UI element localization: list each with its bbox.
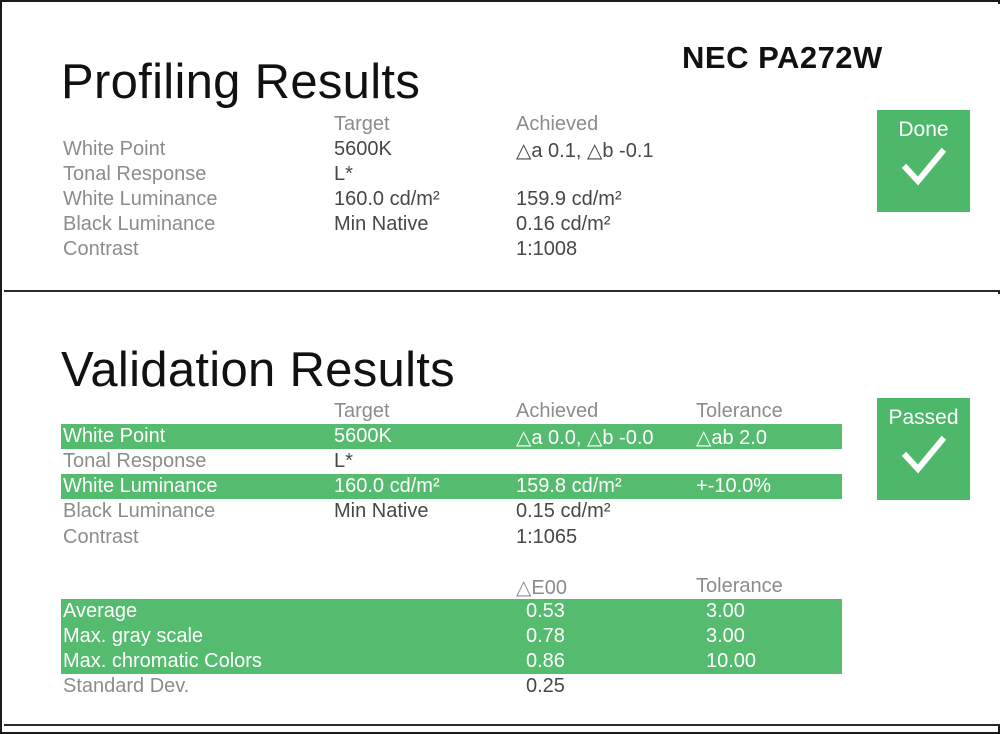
delta-row-max-gray-scale: Max. gray scale 0.78 3.00 bbox=[61, 624, 842, 649]
row-target: 5600K bbox=[334, 425, 392, 447]
row-achieved: 0.16 cd/m² bbox=[516, 213, 611, 235]
done-status-badge: Done bbox=[877, 110, 970, 212]
monitor-model: NEC PA272W bbox=[682, 40, 883, 75]
row-label: White Luminance bbox=[63, 475, 218, 497]
row-label: White Point bbox=[63, 138, 166, 160]
row-achieved: 159.9 cd/m² bbox=[516, 188, 622, 210]
row-label: Tonal Response bbox=[63, 450, 207, 472]
validation-panel: Validation Results Passed Target Achieve… bbox=[4, 294, 1000, 726]
row-label: Contrast bbox=[63, 238, 139, 260]
row-target: 160.0 cd/m² bbox=[334, 475, 440, 497]
row-label: Tonal Response bbox=[63, 163, 207, 185]
row-label: Average bbox=[63, 600, 138, 622]
profiling-row-white-luminance: White Luminance 160.0 cd/m² 159.9 cd/m² bbox=[61, 187, 842, 212]
profiling-header-row: Target Achieved bbox=[61, 112, 842, 137]
check-icon bbox=[901, 147, 946, 186]
row-delta-e: 0.78 bbox=[526, 625, 565, 647]
row-delta-e: 0.25 bbox=[526, 675, 565, 697]
profiling-title: Profiling Results bbox=[61, 55, 421, 109]
row-tolerance: 3.00 bbox=[706, 625, 745, 647]
row-label: White Luminance bbox=[63, 188, 218, 210]
row-achieved: 1:1065 bbox=[516, 526, 578, 548]
delta-row-max-chromatic-colors: Max. chromatic Colors 0.86 10.00 bbox=[61, 649, 842, 674]
profiling-panel: Profiling Results NEC PA272W Done Target… bbox=[4, 4, 1000, 292]
tolerance-header: Tolerance bbox=[696, 400, 783, 422]
row-target: 160.0 cd/m² bbox=[334, 188, 440, 210]
validation-title: Validation Results bbox=[61, 343, 455, 397]
passed-label: Passed bbox=[888, 406, 959, 429]
passed-status-badge: Passed bbox=[877, 398, 970, 500]
validation-row-white-point: White Point 5600K △a 0.0, △b -0.0 △ab 2.… bbox=[61, 424, 842, 449]
validation-header-row: Target Achieved Tolerance bbox=[61, 399, 842, 424]
row-tolerance: 3.00 bbox=[706, 600, 745, 622]
row-achieved: 1:1008 bbox=[516, 238, 578, 260]
delta-header-row: △E00 Tolerance bbox=[61, 574, 842, 599]
profiling-row-tonal-response: Tonal Response L* bbox=[61, 162, 842, 187]
achieved-header: Achieved bbox=[516, 113, 599, 135]
row-label: Max. gray scale bbox=[63, 625, 204, 647]
row-delta-e: 0.53 bbox=[526, 600, 565, 622]
validation-row-tonal-response: Tonal Response L* bbox=[61, 449, 842, 474]
row-label: Max. chromatic Colors bbox=[63, 650, 262, 672]
row-tolerance: △ab 2.0 bbox=[696, 427, 767, 449]
row-target: L* bbox=[334, 163, 353, 185]
done-label: Done bbox=[898, 118, 949, 141]
row-delta-e: 0.86 bbox=[526, 650, 565, 672]
profiling-row-contrast: Contrast 1:1008 bbox=[61, 237, 842, 262]
validation-row-contrast: Contrast 1:1065 bbox=[61, 525, 842, 550]
row-tolerance: +-10.0% bbox=[696, 475, 772, 497]
delta-row-average: Average 0.53 3.00 bbox=[61, 599, 842, 624]
row-achieved: 159.8 cd/m² bbox=[516, 475, 622, 497]
row-label: Black Luminance bbox=[63, 500, 216, 522]
delta-e-header: △E00 bbox=[516, 577, 567, 599]
profiling-row-black-luminance: Black Luminance Min Native 0.16 cd/m² bbox=[61, 212, 842, 237]
target-header: Target bbox=[334, 400, 390, 422]
validation-row-white-luminance: White Luminance 160.0 cd/m² 159.8 cd/m² … bbox=[61, 474, 842, 499]
row-achieved: △a 0.0, △b -0.0 bbox=[516, 427, 654, 449]
row-tolerance: 10.00 bbox=[706, 650, 757, 672]
row-label: Standard Dev. bbox=[63, 675, 190, 697]
row-target: Min Native bbox=[334, 500, 429, 522]
row-label: White Point bbox=[63, 425, 166, 447]
profiling-row-white-point: White Point 5600K △a 0.1, △b -0.1 bbox=[61, 137, 842, 162]
delta-row-standard-dev: Standard Dev. 0.25 bbox=[61, 674, 842, 699]
row-target: 5600K bbox=[334, 138, 392, 160]
validation-row-black-luminance: Black Luminance Min Native 0.15 cd/m² bbox=[61, 499, 842, 524]
achieved-header: Achieved bbox=[516, 400, 599, 422]
row-achieved: 0.15 cd/m² bbox=[516, 500, 611, 522]
row-target: L* bbox=[334, 450, 353, 472]
check-icon bbox=[901, 435, 946, 474]
row-label: Black Luminance bbox=[63, 213, 216, 235]
row-target: Min Native bbox=[334, 213, 429, 235]
delta-tolerance-header: Tolerance bbox=[696, 575, 783, 597]
row-achieved: △a 0.1, △b -0.1 bbox=[516, 140, 654, 162]
row-label: Contrast bbox=[63, 526, 139, 548]
target-header: Target bbox=[334, 113, 390, 135]
